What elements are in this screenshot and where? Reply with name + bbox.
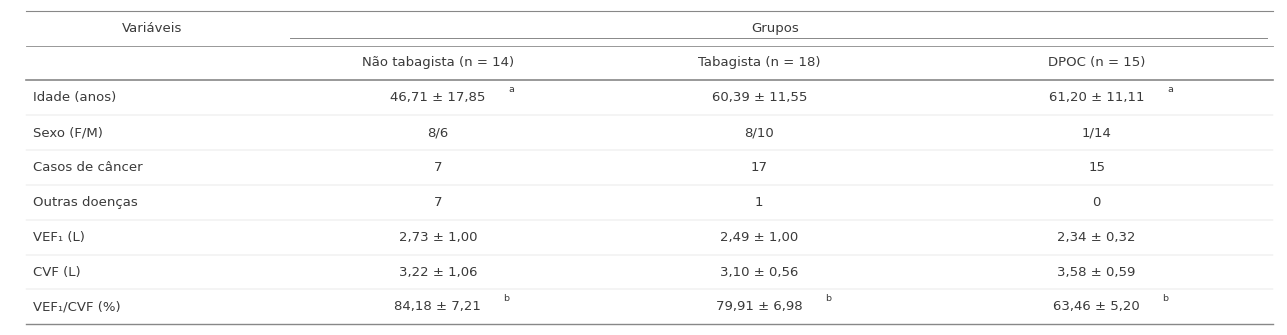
Text: 7: 7 <box>434 196 441 209</box>
Text: Sexo (F/M): Sexo (F/M) <box>33 126 103 139</box>
Text: DPOC (n = 15): DPOC (n = 15) <box>1048 57 1145 69</box>
Text: Outras doenças: Outras doenças <box>33 196 138 209</box>
Text: 3,22 ± 1,06: 3,22 ± 1,06 <box>399 266 477 278</box>
Text: 46,71 ± 17,85: 46,71 ± 17,85 <box>390 91 485 104</box>
Text: b: b <box>1162 294 1169 303</box>
Text: 79,91 ± 6,98: 79,91 ± 6,98 <box>716 300 803 313</box>
Text: 8/6: 8/6 <box>427 126 448 139</box>
Text: a: a <box>1167 85 1174 93</box>
Text: Variáveis: Variáveis <box>121 22 181 35</box>
Text: 2,73 ± 1,00: 2,73 ± 1,00 <box>399 231 477 244</box>
Text: 3,10 ± 0,56: 3,10 ± 0,56 <box>719 266 798 278</box>
Text: a: a <box>508 85 515 93</box>
Text: 17: 17 <box>750 161 768 174</box>
Text: 2,34 ± 0,32: 2,34 ± 0,32 <box>1058 231 1136 244</box>
Text: Casos de câncer: Casos de câncer <box>33 161 143 174</box>
Text: 3,58 ± 0,59: 3,58 ± 0,59 <box>1058 266 1136 278</box>
Text: 2,49 ± 1,00: 2,49 ± 1,00 <box>721 231 798 244</box>
Text: 84,18 ± 7,21: 84,18 ± 7,21 <box>394 300 481 313</box>
Text: 61,20 ± 11,11: 61,20 ± 11,11 <box>1049 91 1144 104</box>
Text: 0: 0 <box>1093 196 1100 209</box>
Text: b: b <box>825 294 831 303</box>
Text: 60,39 ± 11,55: 60,39 ± 11,55 <box>712 91 807 104</box>
Text: Idade (anos): Idade (anos) <box>33 91 116 104</box>
Text: 1/14: 1/14 <box>1082 126 1112 139</box>
Text: Grupos: Grupos <box>752 22 799 35</box>
Text: Tabagista (n = 18): Tabagista (n = 18) <box>698 57 820 69</box>
Text: CVF (L): CVF (L) <box>33 266 81 278</box>
Text: Não tabagista (n = 14): Não tabagista (n = 14) <box>362 57 514 69</box>
Text: 63,46 ± 5,20: 63,46 ± 5,20 <box>1053 300 1140 313</box>
Text: 1: 1 <box>755 196 763 209</box>
Text: VEF₁/CVF (%): VEF₁/CVF (%) <box>33 300 121 313</box>
Text: 8/10: 8/10 <box>744 126 773 139</box>
Text: VEF₁ (L): VEF₁ (L) <box>33 231 85 244</box>
Text: b: b <box>503 294 510 303</box>
Text: 7: 7 <box>434 161 441 174</box>
Text: 15: 15 <box>1089 161 1106 174</box>
